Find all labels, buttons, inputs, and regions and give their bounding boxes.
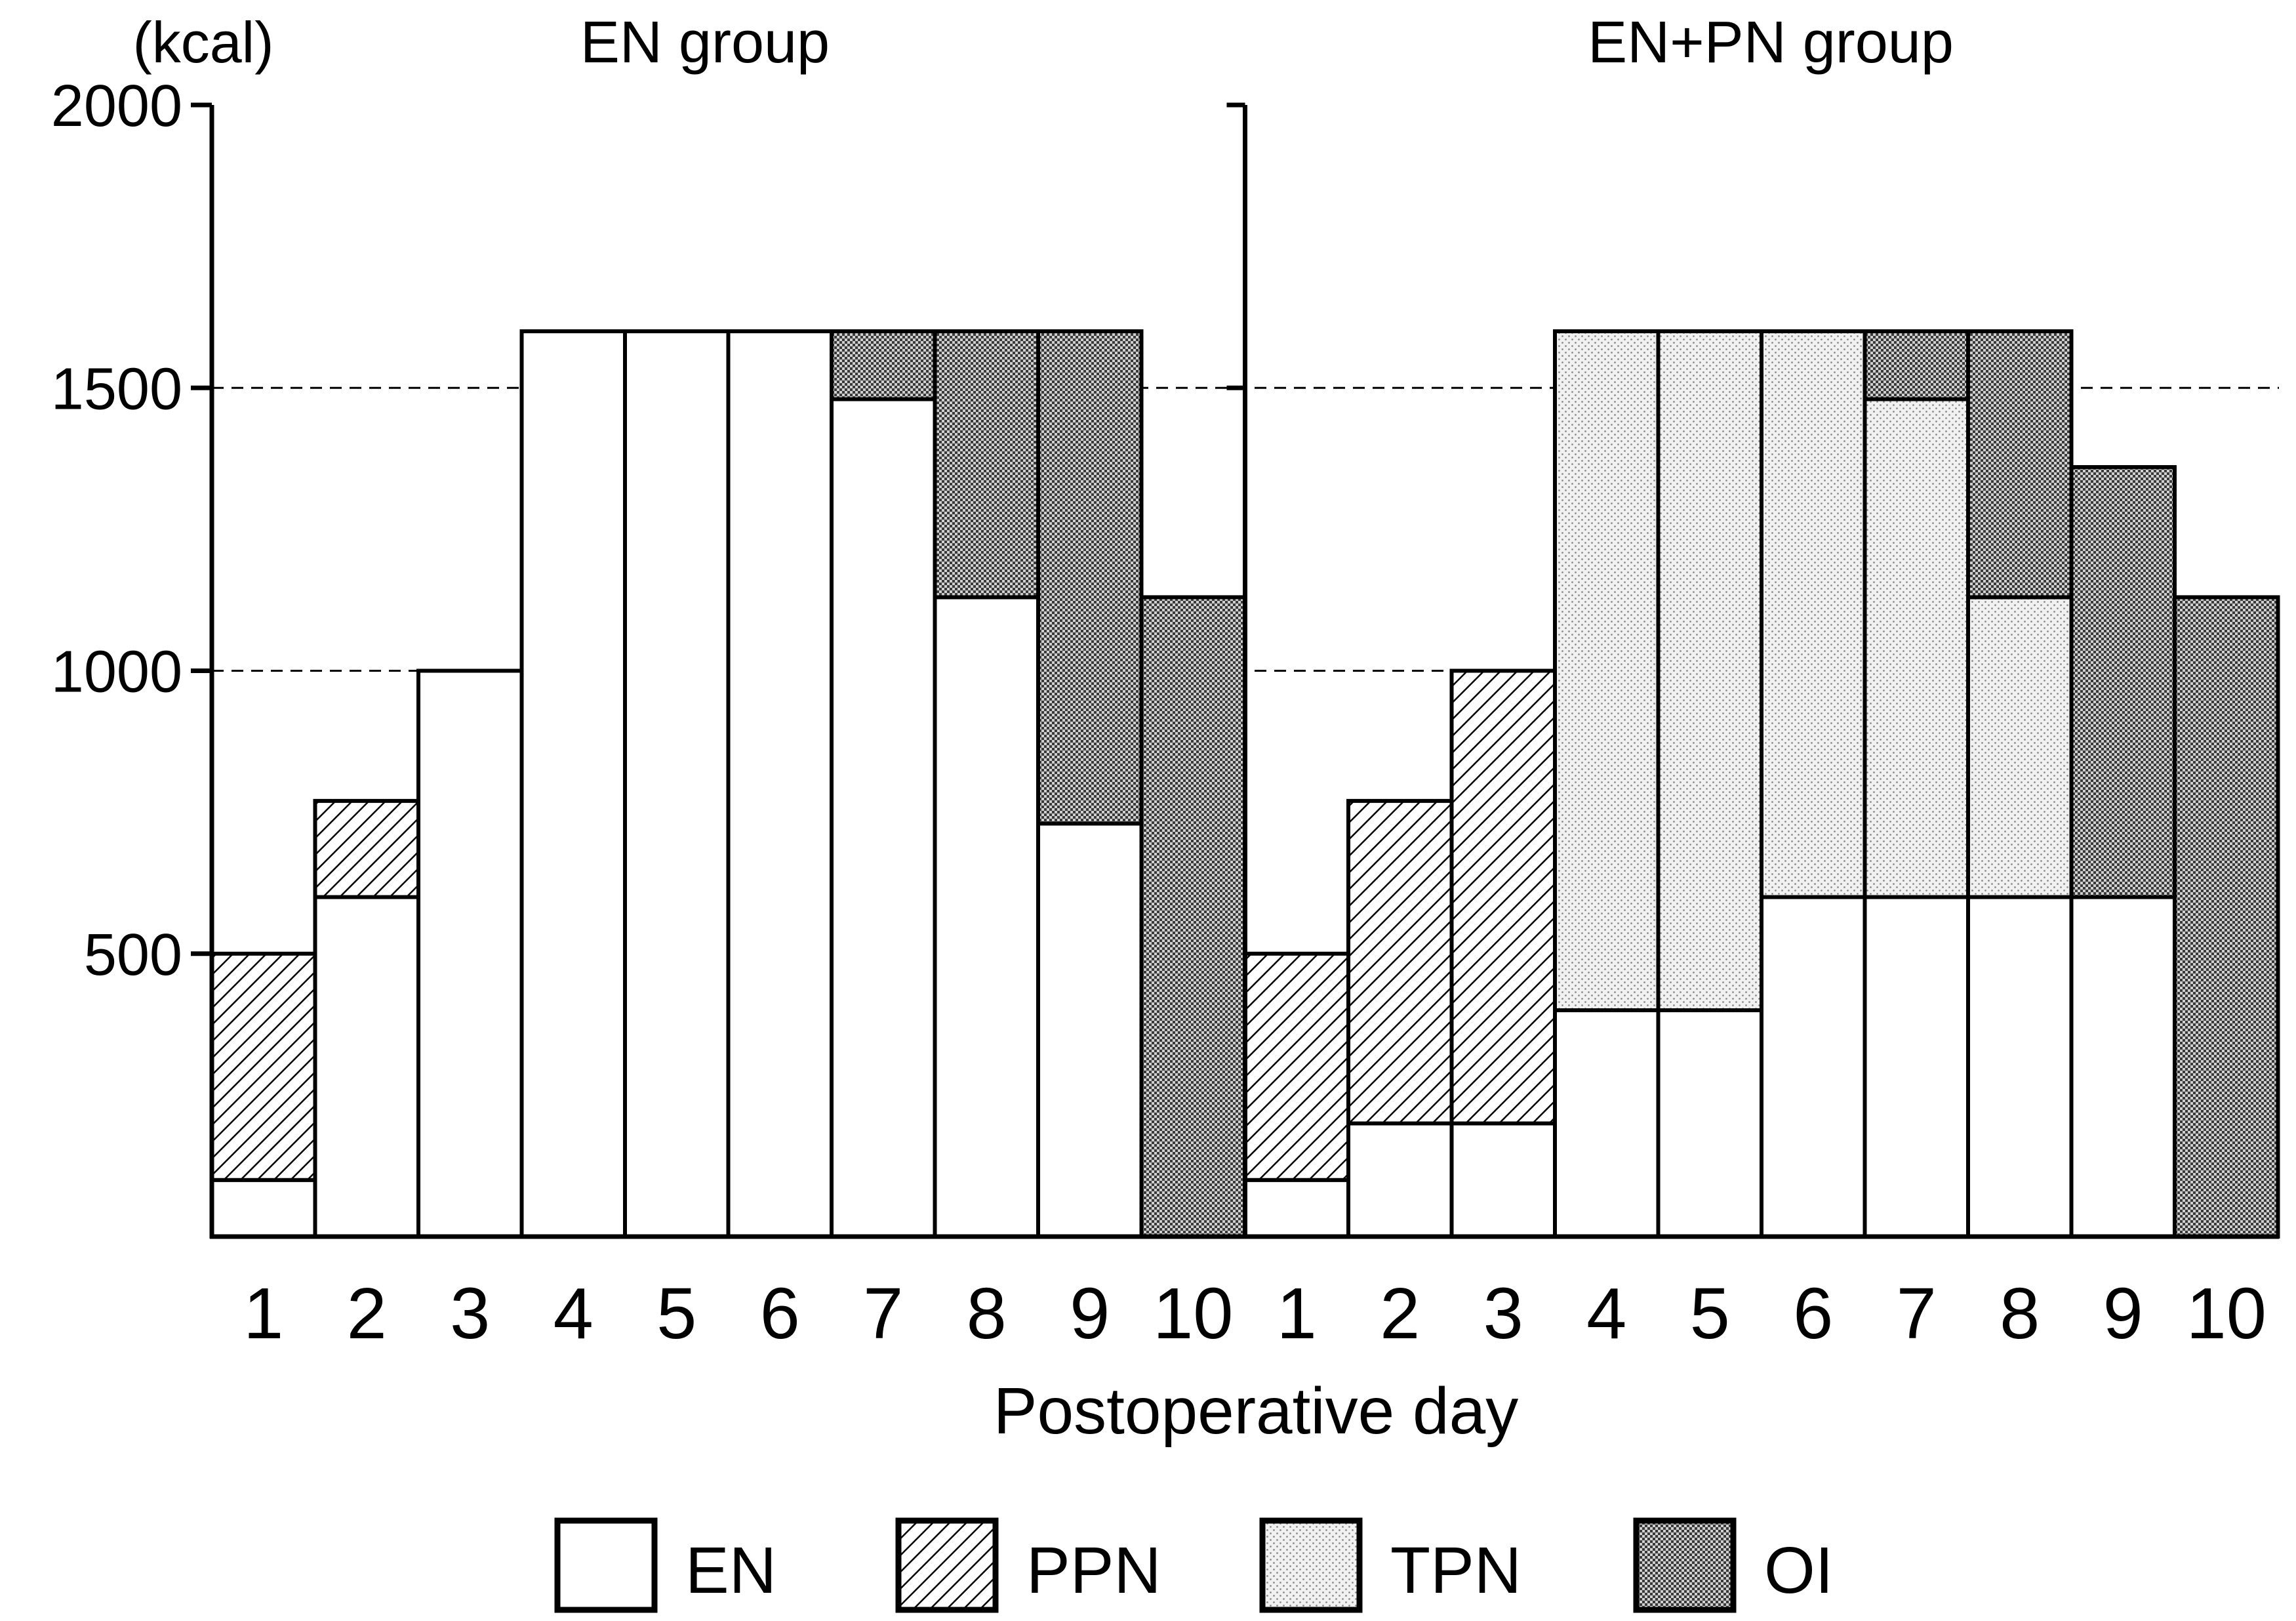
bar-g2-day3-en: [1449, 1121, 1557, 1239]
bar-g1-day10-oi: [1139, 595, 1247, 1239]
bar-g1-day8-oi: [933, 329, 1040, 600]
x-tick-g1-6: 6: [760, 1273, 800, 1354]
bar-g1-day9-en: [1036, 821, 1144, 1239]
x-tick-g1-10: 10: [1153, 1273, 1233, 1354]
x-tick-g1-9: 9: [1070, 1273, 1110, 1354]
bar-g2-day10-oi: [2173, 595, 2280, 1239]
x-tick-g2-3: 3: [1483, 1273, 1523, 1354]
x-tick-g2-9: 9: [2103, 1273, 2143, 1354]
bar-g2-day4-en: [1553, 1008, 1661, 1239]
x-tick-g2-6: 6: [1793, 1273, 1833, 1354]
bars: [210, 329, 2280, 1239]
bar-g1-day2-en: [313, 895, 420, 1239]
bar-g2-day2-en: [1346, 1121, 1454, 1239]
y-tick-labels: 500 1000 1500 2000: [51, 73, 212, 988]
x-tick-g2-2: 2: [1380, 1273, 1420, 1354]
x-tick-g1-2: 2: [347, 1273, 387, 1354]
bar-g2-day7-tpn: [1863, 397, 1970, 899]
bar-g2-day7-en: [1863, 895, 1970, 1239]
legend-label-oi: OI: [1764, 1534, 1834, 1607]
x-tick-g2-7: 7: [1897, 1273, 1937, 1354]
bar-g1-day9-oi: [1036, 329, 1144, 826]
y-tick-label-500: 500: [84, 922, 182, 988]
y-axis-unit-label: (kcal): [132, 10, 273, 75]
bar-g1-day7-en: [830, 397, 937, 1239]
legend-swatch-en: [554, 1517, 658, 1613]
legend-label-en: EN: [685, 1534, 776, 1607]
x-tick-labels: 1 2 3 4 5 6 7 8 9 10 1 2 3 4 5 6 7 8 9 10: [243, 1273, 2266, 1354]
bar-g2-day9-en: [2069, 895, 2177, 1239]
x-tick-g2-1: 1: [1277, 1273, 1317, 1354]
bar-g1-day8-en: [933, 595, 1040, 1239]
x-tick-g1-5: 5: [656, 1273, 696, 1354]
x-tick-g2-10: 10: [2186, 1273, 2266, 1354]
x-tick-g2-5: 5: [1690, 1273, 1730, 1354]
x-tick-g1-1: 1: [243, 1273, 283, 1354]
bar-g2-day8-tpn: [1966, 595, 2074, 899]
bar-g2-day8-oi: [1966, 329, 2074, 600]
x-tick-g1-7: 7: [863, 1273, 903, 1354]
bar-g1-day4-en: [519, 329, 627, 1239]
group-title-1: EN group: [580, 10, 830, 75]
bar-g2-day2-ppn: [1346, 798, 1454, 1126]
bar-g1-day5-en: [623, 329, 731, 1239]
bar-g1-day1-en: [210, 1178, 317, 1239]
bar-g2-day5-en: [1656, 1008, 1763, 1239]
bar-g2-day7-oi: [1863, 329, 1970, 401]
legend-label-tpn: TPN: [1390, 1534, 1521, 1607]
bar-g1-day7-oi: [830, 329, 937, 401]
x-axis-title: Postoperative day: [994, 1374, 1519, 1448]
legend-label-ppn: PPN: [1026, 1534, 1161, 1607]
bar-g2-day4-tpn: [1553, 329, 1661, 1012]
bar-g1-day1-ppn: [210, 951, 317, 1182]
bar-g1-day2-ppn: [313, 798, 420, 899]
legend-swatch-ppn: [895, 1517, 999, 1613]
y-tick-label-2000: 2000: [51, 73, 182, 139]
group-title-2: EN+PN group: [1588, 10, 1954, 75]
y-tick-label-1000: 1000: [51, 640, 182, 705]
bar-g2-day1-en: [1243, 1178, 1350, 1239]
bar-g2-day6-tpn: [1760, 329, 1867, 899]
bar-g1-day6-en: [726, 329, 834, 1239]
legend: EN PPN TPN OI: [554, 1517, 1834, 1613]
group-titles: EN group EN+PN group: [580, 10, 1954, 75]
bar-g2-day6-en: [1760, 895, 1867, 1239]
x-tick-g2-4: 4: [1586, 1273, 1626, 1354]
x-tick-g1-8: 8: [967, 1273, 1007, 1354]
bar-g2-day8-en: [1966, 895, 2074, 1239]
x-tick-g1-3: 3: [450, 1273, 490, 1354]
y-tick-label-1500: 1500: [51, 356, 182, 422]
x-tick-g2-8: 8: [2000, 1273, 2040, 1354]
legend-swatch-oi: [1633, 1517, 1737, 1613]
bar-g2-day5-tpn: [1656, 329, 1763, 1012]
legend-swatch-tpn: [1259, 1517, 1363, 1613]
bar-g2-day3-ppn: [1449, 668, 1557, 1126]
x-tick-g1-4: 4: [554, 1273, 594, 1354]
bar-g1-day3-en: [416, 668, 524, 1239]
bar-g2-day1-ppn: [1243, 951, 1350, 1182]
bar-g2-day9-oi: [2069, 465, 2177, 899]
